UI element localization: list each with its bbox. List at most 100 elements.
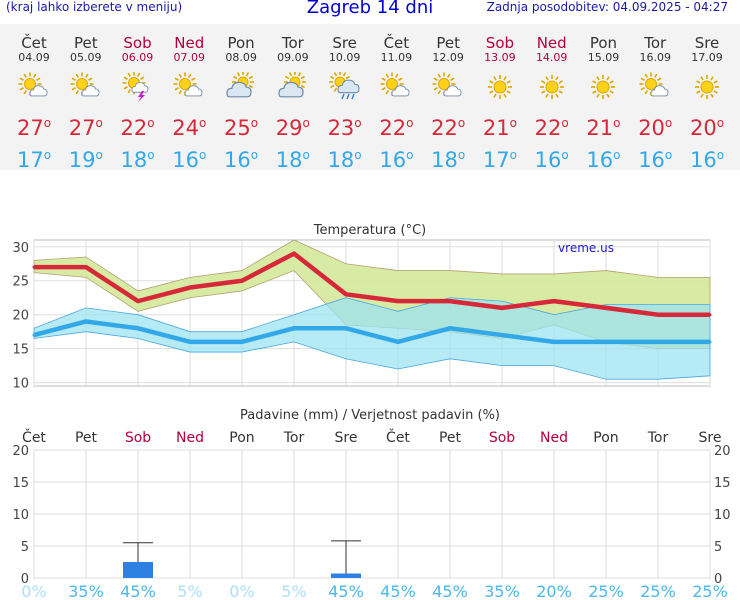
day-date: 17.09 [691, 51, 723, 64]
chart-title: Temperatura (°C) [313, 223, 426, 238]
day-date: 05.09 [70, 51, 102, 64]
max-temperature: 20o [689, 116, 725, 140]
tmax-point [240, 279, 244, 283]
precipitation-probability: 45% [328, 582, 364, 600]
day-name: Ned [536, 34, 567, 52]
x-day-label: Tor [647, 430, 669, 446]
min-temperature: 18o [327, 148, 362, 172]
tmin-point [344, 326, 348, 330]
tmin-point [240, 340, 244, 344]
day-name: Tor [281, 34, 304, 52]
x-day-label: Pet [439, 430, 462, 446]
tmax-point [448, 299, 452, 303]
forecast-day: Sre 17.09 20o 16o [681, 24, 733, 174]
precipitation-bar [331, 573, 361, 578]
tmax-point [292, 252, 296, 256]
sun-icon [526, 72, 578, 102]
min-temperature: 18o [120, 148, 155, 172]
precipitation-probability: 35% [68, 582, 104, 600]
day-name: Sre [694, 34, 720, 52]
day-date: 07.09 [173, 51, 206, 64]
precipitation-probability: 25% [588, 582, 624, 600]
sun-storm-icon [112, 71, 164, 102]
day-date: 10.09 [328, 51, 361, 64]
watermark: vreme.us [558, 241, 614, 255]
forecast-day: Čet 11.09 22o 16o [370, 24, 422, 174]
tmin-point [604, 340, 608, 344]
min-temperature: 19o [68, 148, 103, 172]
x-day-label: Sob [125, 430, 151, 446]
day-name: Sob [123, 34, 152, 52]
min-temperature: 16o [586, 148, 621, 172]
tmin-point [84, 319, 88, 323]
y-tick-label-right: 10 [714, 508, 731, 523]
day-date: 12.09 [432, 51, 464, 64]
min-temperature: 16o [379, 148, 414, 172]
min-temperature: 17o [482, 148, 517, 172]
location-hint: (kraj lahko izberete v meniju) [6, 0, 183, 14]
min-temperature: 18o [275, 148, 310, 172]
y-tick-label: 10 [12, 508, 29, 523]
day-name: Pon [227, 34, 255, 52]
precipitation-bar [123, 562, 153, 578]
tmin-point [188, 340, 192, 344]
temperature-chart: 10 15 20 25 30 Temperatura (°C) vreme.us [12, 223, 712, 392]
forecast-day: Pon 15.09 21o 16o [577, 24, 629, 174]
precipitation-probability: 45% [432, 582, 468, 600]
tmin-point [708, 340, 712, 344]
day-date: 08.09 [225, 51, 257, 64]
y-tick-label: 25 [12, 275, 29, 290]
max-temperature: 24o [172, 116, 207, 140]
max-temperature: 27o [68, 116, 103, 140]
cloudy-sun-icon [215, 71, 267, 102]
tmax-point [136, 299, 140, 303]
x-day-label: Ned [176, 430, 204, 446]
tmax-point [500, 306, 504, 310]
day-name: Pet [436, 34, 460, 52]
min-temperature-band [33, 297, 711, 380]
sun-icon [681, 72, 733, 102]
day-date: 04.09 [18, 51, 50, 64]
day-name: Čet [383, 34, 410, 52]
y-tick-label: 20 [12, 444, 29, 459]
precipitation-probability: 20% [536, 582, 572, 600]
x-day-label: Sre [335, 430, 358, 446]
sun-cloud-icon [422, 72, 474, 102]
tmax-point [344, 292, 348, 296]
day-date: 15.09 [587, 51, 620, 64]
min-temperature: 17o [16, 148, 52, 172]
max-temperature: 21o [482, 116, 517, 140]
tmax-point [708, 313, 712, 317]
precipitation-chart: Padavine (mm) / Verjetnost padavin (%) Če… [12, 408, 731, 600]
tmin-point [32, 333, 36, 337]
daily-forecast-strip: Čet 04.09 27o 17o Pet 05.09 27o 19o Sob 06.09 22o 1… [0, 24, 740, 172]
sun-cloud-icon [60, 72, 112, 102]
x-day-label: Pon [593, 430, 618, 446]
day-date: 11.09 [380, 51, 413, 64]
max-temperature: 27o [16, 116, 52, 140]
day-name: Pon [589, 34, 618, 52]
y-tick-label: 15 [12, 343, 29, 358]
forecast-day: Pet 12.09 22o 18o [422, 24, 474, 174]
min-temperature: 16o [172, 148, 207, 172]
forecast-day: Sob 13.09 21o 17o [474, 24, 526, 174]
y-tick-label-right: 5 [714, 540, 722, 555]
max-temperature: 23o [327, 116, 362, 140]
x-day-label: Pet [75, 430, 98, 446]
cloudy-sun-icon [267, 71, 319, 102]
max-temperature: 25o [224, 116, 259, 140]
max-temperature: 21o [586, 116, 621, 140]
y-tick-label: 15 [12, 476, 29, 491]
tmin-point [136, 326, 140, 330]
sun-cloud-icon [8, 72, 60, 102]
day-name: Tor [644, 34, 667, 52]
tmax-point [604, 306, 608, 310]
precipitation-probability: 45% [120, 582, 156, 600]
precipitation-probability: 45% [380, 582, 416, 600]
tmax-line [34, 251, 710, 317]
tmax-point [188, 286, 192, 290]
tmin-point [656, 340, 660, 344]
min-temperature: 16o [534, 148, 569, 172]
forecast-day: Sre 10.09 23o 18o [319, 24, 371, 174]
page-title: Zagreb 14 dni [306, 0, 434, 18]
